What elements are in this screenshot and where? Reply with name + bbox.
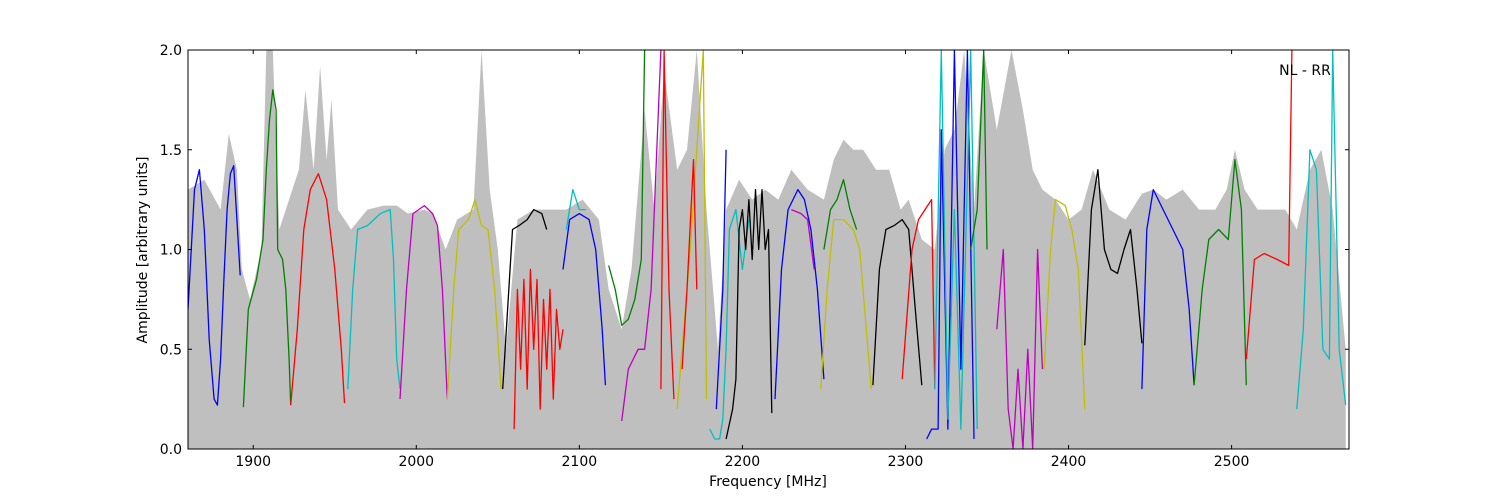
x-tick-label: 1900 [235, 454, 271, 470]
y-axis: 0.0 0.5 1.0 1.5 2.0 [160, 43, 1349, 458]
series-line-24 [926, 50, 975, 440]
y-tick-label: 2.0 [160, 43, 182, 59]
series-line-27 [996, 248, 1044, 449]
series-line-11 [621, 50, 662, 422]
x-tick-label: 2500 [1214, 454, 1250, 470]
series-line-2 [290, 173, 346, 406]
series-line-8 [562, 212, 607, 386]
series-line-15 [709, 208, 750, 440]
series-line-4 [399, 204, 448, 400]
series-line-13 [676, 50, 708, 410]
series-line-5 [446, 198, 502, 400]
series-line-3 [347, 208, 401, 390]
y-tick-label: 0.5 [160, 342, 182, 358]
x-axis-label: Frequency [MHz] [709, 474, 827, 490]
y-tick-label: 0.0 [160, 442, 182, 458]
series-line-14 [681, 159, 698, 370]
series-line-23 [901, 198, 936, 390]
corner-annotation: NL - RR [1279, 63, 1331, 79]
x-tick-label: 2100 [562, 454, 598, 470]
series-line-26 [970, 50, 988, 250]
series-line-32 [1245, 50, 1293, 360]
x-axis: 1900 2000 2100 2200 2300 2400 2500 [235, 50, 1249, 470]
series-line-18 [774, 188, 825, 400]
series-line-21 [820, 218, 872, 390]
series-line-12 [660, 50, 675, 400]
y-tick-label: 1.0 [160, 243, 182, 259]
envelope-layer [188, 50, 1346, 449]
series-line-33 [1296, 50, 1347, 410]
x-tick-label: 2300 [888, 454, 924, 470]
x-tick-label: 2200 [725, 454, 761, 470]
series-line-10 [608, 50, 646, 326]
series-line-20 [823, 179, 858, 250]
series-line-31 [1193, 159, 1247, 386]
envelope-band [188, 50, 1346, 449]
series-line-25 [934, 50, 978, 430]
series-line-9 [565, 188, 586, 230]
series-line-30 [1141, 188, 1195, 390]
series-line-19 [791, 208, 815, 270]
series-line-6 [502, 208, 548, 390]
series-line-28 [1043, 198, 1086, 410]
y-axis-label: Amplitude [arbitrary units] [135, 157, 151, 344]
series-line-0 [188, 165, 241, 406]
series-line-1 [242, 89, 292, 408]
series-line-22 [872, 218, 923, 386]
series-line-29 [1084, 169, 1143, 346]
x-tick-label: 2000 [398, 454, 434, 470]
series-line-16 [725, 188, 773, 440]
series-line-7 [513, 268, 564, 430]
series-layer [188, 50, 1347, 449]
y-tick-label: 1.5 [160, 143, 182, 159]
series-line-17 [715, 149, 727, 410]
x-tick-label: 2400 [1051, 454, 1087, 470]
